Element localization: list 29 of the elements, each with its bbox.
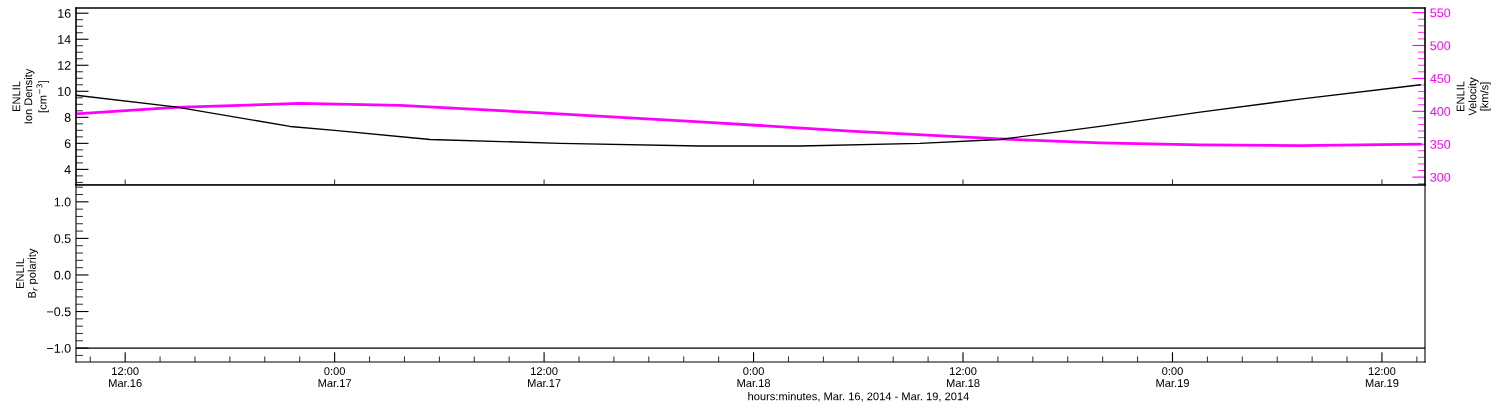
x-tick-label: 12:00 Mar.18 (946, 367, 980, 387)
y2-tick-label: 350 (1430, 140, 1451, 149)
y-tick-label: 12 (58, 61, 71, 70)
y2-tick-label: 550 (1430, 8, 1451, 18)
y2-tick-label: 450 (1430, 74, 1451, 84)
x-tick-label: 12:00 Mar.19 (1365, 367, 1399, 387)
y-tick-label: 0.0 (54, 270, 71, 280)
y-tick-label: −0.5 (47, 307, 71, 317)
x-tick-label: 0:00 Mar.17 (318, 367, 352, 387)
y-axis-title: ENLIL Ion Density [cm$^{−3}$] (12, 68, 49, 124)
y-axis-title: ENLIL B$_{r}$ polarity (16, 248, 39, 298)
y2-axis-title: ENLIL Velocity [km/s] (1456, 77, 1491, 116)
y-tick-label: 10 (58, 87, 71, 96)
line-series (76, 102, 1422, 147)
y-tick-label: 1.0 (54, 197, 71, 207)
y-tick-label: −1.0 (47, 343, 71, 353)
y2-tick-label: 500 (1430, 41, 1451, 51)
y-tick-label: 0.5 (54, 234, 71, 244)
x-tick-label: 12:00 Mar.16 (109, 367, 142, 387)
y-tick-label: 6 (64, 139, 71, 149)
x-tick-label: 0:00 Mar.19 (1156, 367, 1189, 387)
y-tick-label: 4 (64, 165, 71, 174)
y2-tick-label: 400 (1430, 107, 1451, 116)
y-tick-label: 16 (58, 9, 71, 18)
y-tick-label: 8 (64, 113, 71, 122)
y2-tick-label: 300 (1430, 172, 1451, 182)
x-axis-title: hours:minutes, Mar. 16, 2014 - Mar. 19, 2014 (748, 392, 969, 402)
x-tick-label: 12:00 Mar.17 (528, 367, 561, 387)
y-tick-label: 14 (58, 35, 71, 44)
